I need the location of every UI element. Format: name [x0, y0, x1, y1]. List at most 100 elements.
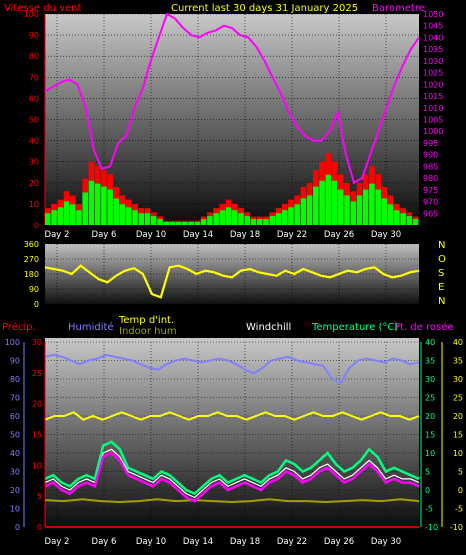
x-tick-label: Day 30 — [371, 537, 401, 547]
wind-speed-bar — [126, 207, 132, 225]
y-tick-label: 0 — [458, 486, 463, 495]
wind-speed-bar — [375, 189, 381, 225]
y-tick-label: 50 — [29, 116, 39, 125]
temp-humidity-series — [44, 353, 420, 528]
wind-speed-bar — [244, 216, 251, 225]
x-tick-label: Day 18 — [230, 230, 260, 240]
y-tick-label: 1010 — [423, 104, 443, 113]
x-tick-label: Day 6 — [92, 537, 117, 547]
wind-speed-bar — [325, 174, 332, 225]
y-tick-label: 980 — [423, 174, 438, 183]
y-tick-label: 1005 — [423, 116, 443, 125]
y-tick-label: 100 — [24, 10, 39, 19]
wind-speed-bar — [213, 213, 219, 225]
y-tick-label: 0 — [15, 523, 20, 532]
y-tick-label: 180 — [24, 270, 39, 279]
y-tick-label: -10 — [425, 523, 438, 532]
wind-speed-bar — [200, 219, 207, 225]
wind-speed-bar — [319, 180, 325, 225]
wind-speed-bar — [107, 189, 113, 225]
y-tick-label: 90 — [29, 31, 39, 40]
temp-int-line — [44, 411, 420, 421]
wind-speed-bar — [306, 195, 313, 225]
humidity-label: Humidité — [68, 321, 114, 333]
wind-speed-bar — [88, 180, 95, 225]
x-tick-label: Day 18 — [230, 537, 260, 547]
wind-speed-bar — [281, 210, 288, 225]
y-tick-label: 25 — [425, 394, 435, 403]
wind-speed-bar — [256, 219, 263, 225]
wind-speed-bar — [194, 222, 201, 225]
x-tick-label: Day 14 — [183, 537, 213, 547]
x-tick-label: Day 2 — [45, 537, 70, 547]
direction-y-axis: 0 90 180 270 360 — [24, 240, 39, 309]
chart-title: Current last 30 days 31 January 2025 — [171, 3, 358, 14]
y-tick-label: 10 — [453, 449, 463, 458]
wind-speed-bar — [313, 186, 319, 225]
y-tick-label: 965 — [423, 209, 438, 218]
y-tick-label: 270 — [24, 255, 39, 264]
y-tick-label: 20 — [10, 486, 20, 495]
wind-speed-bar — [350, 201, 357, 225]
y-tick-label: 15 — [425, 431, 435, 440]
wind-speed-bar — [51, 210, 57, 225]
y-tick-label: -5 — [425, 505, 433, 514]
y-tick-label: 30 — [453, 375, 463, 384]
y-tick-label: 1015 — [423, 92, 443, 101]
compass-label: N — [438, 240, 445, 251]
y-tick-label: 1025 — [423, 69, 443, 78]
wind-speed-bar — [188, 222, 194, 225]
wind-speed-label: Vitesse du vent — [4, 3, 81, 14]
indoor-hum-label: Indoor hum — [119, 326, 177, 337]
wind-speed-bar — [150, 216, 157, 225]
x-tick-label: Day 10 — [136, 230, 166, 240]
y-tick-label: 1040 — [423, 33, 443, 42]
wind-speed-bar — [269, 216, 276, 225]
wind-speed-bar — [369, 183, 375, 225]
wind-speed-bar — [132, 210, 138, 225]
wind-speed-bar — [182, 222, 188, 225]
y-tick-label: 360 — [24, 240, 39, 249]
y-tick-label: 0 — [425, 486, 430, 495]
barometer-line — [44, 12, 420, 185]
compass-label: S — [438, 268, 444, 279]
x-axis-bottom: Day 2 Day 6 Day 10 Day 14 Day 18 Day 22 Day 26… — [45, 537, 402, 547]
wind-speed-bar — [288, 207, 294, 225]
wind-speed-bar — [294, 204, 300, 225]
y-tick-label: 100 — [5, 338, 20, 347]
y-tick-label: 70 — [29, 73, 39, 82]
y-tick-label: 0 — [34, 221, 39, 230]
y-tick-label: 80 — [10, 375, 20, 384]
y-tick-label: 0 — [34, 300, 39, 309]
wind-speed-bar — [113, 198, 120, 225]
y-tick-label: 20 — [425, 412, 435, 421]
y-tick-label: 20 — [453, 412, 463, 421]
x-tick-label: Day 22 — [277, 537, 307, 547]
x-tick-label: Day 6 — [92, 230, 117, 240]
wind-speed-bar — [394, 210, 400, 225]
y-tick-label: 15 — [453, 431, 463, 440]
barometer-label: Barometre — [372, 3, 425, 14]
wind-speed-bar — [232, 210, 238, 225]
wind-speed-bar — [101, 186, 107, 225]
y-tick-label: 5 — [458, 468, 463, 477]
y-tick-label: 1000 — [423, 127, 443, 136]
y-tick-label: 25 — [32, 369, 42, 378]
y-tick-label: 60 — [29, 94, 39, 103]
wind-speed-bar — [406, 216, 413, 225]
wind-speed-bar — [69, 204, 76, 225]
y-tick-label: 5 — [37, 492, 42, 501]
wind-speed-bar — [412, 219, 419, 225]
y-tick-label: 975 — [423, 186, 438, 195]
wind-speed-bar — [219, 210, 226, 225]
wind-direction-line — [44, 264, 420, 299]
y-tick-label: 30 — [32, 338, 42, 347]
indoor-hum-line — [44, 498, 420, 504]
x-tick-label: Day 10 — [136, 537, 166, 547]
wind-speed-bar — [400, 213, 406, 225]
y-tick-label: 1030 — [423, 57, 443, 66]
wind-speed-bar — [144, 213, 151, 225]
windchill-label: Windchill — [246, 322, 291, 333]
